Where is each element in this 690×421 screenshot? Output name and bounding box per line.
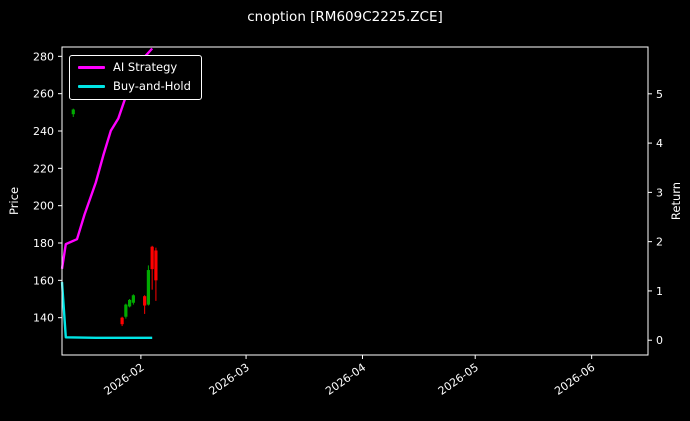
y-right-tick-label: 5	[656, 88, 663, 101]
x-tick-label: 2026-02	[101, 361, 146, 398]
y-left-tick-label: 200	[33, 200, 54, 213]
x-tick-label: 2026-06	[552, 361, 597, 398]
x-tick-label: 2026-03	[207, 361, 252, 398]
legend-item-buy-and-hold: Buy-and-Hold	[78, 78, 191, 93]
chart-title: cnoption [RM609C2225.ZCE]	[247, 9, 443, 25]
buy-and-hold-line	[60, 282, 153, 339]
buy-and-hold-line-swatch	[78, 84, 105, 88]
y-left-tick-label: 240	[33, 125, 54, 138]
y-left-tick-label: 260	[33, 88, 54, 101]
axes-frame	[61, 46, 649, 356]
candlestick-up	[128, 299, 132, 307]
legend: AI Strategy Buy-and-Hold	[69, 55, 202, 100]
candlestick-down	[154, 250, 158, 281]
y-left-tick-label: 160	[33, 274, 54, 287]
y-right-tick-label: 3	[656, 186, 663, 199]
y-left-tick-label: 180	[33, 237, 54, 250]
legend-item-ai-strategy: AI Strategy	[78, 60, 191, 74]
candlestick-up	[131, 295, 135, 303]
legend-label-buy-and-hold: Buy-and-Hold	[113, 78, 191, 93]
x-tick-label: 2026-05	[436, 361, 481, 398]
y-left-tick-label: 140	[33, 312, 54, 325]
y-right-tick-label: 1	[656, 285, 663, 298]
y-axis-label-price: Price	[7, 186, 21, 216]
y-left-tick-label: 220	[33, 162, 54, 175]
y-axis-label-return: Return	[669, 181, 683, 221]
y-left-tick-label: 280	[33, 50, 54, 63]
ai-strategy-line-swatch	[78, 66, 105, 70]
candlestick-up	[146, 270, 150, 305]
y-right-tick-label: 4	[656, 137, 663, 150]
y-right-tick-label: 0	[656, 334, 663, 347]
legend-label-ai-strategy: AI Strategy	[113, 60, 178, 74]
candlestick-up	[124, 304, 128, 317]
candlestick-up	[71, 109, 75, 115]
x-tick-label: 2026-04	[323, 361, 368, 398]
candlestick-down	[143, 296, 147, 306]
candlestick-down	[150, 246, 154, 270]
y-right-tick-label: 2	[656, 236, 663, 249]
candlestick-down	[120, 317, 124, 325]
